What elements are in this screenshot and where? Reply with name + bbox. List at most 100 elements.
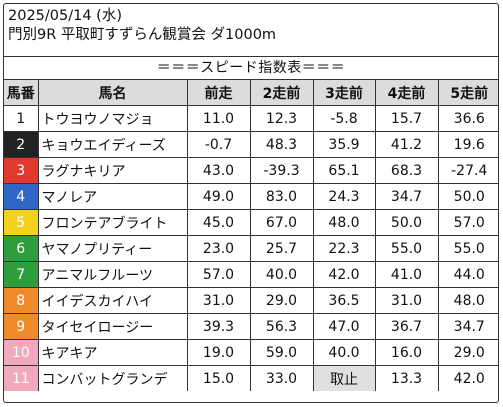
speed-index-cell: 25.7 — [249, 235, 314, 262]
speed-index-cell: 35.9 — [312, 131, 376, 158]
speed-index-cell: 41.0 — [374, 261, 439, 288]
speed-index-cell: 13.3 — [374, 365, 439, 391]
table-row: 4 マノレア 49.0 83.0 24.3 34.7 50.0 — [4, 183, 498, 210]
horse-number-cell: 4 — [4, 183, 39, 210]
speed-index-cell: 16.0 — [374, 339, 439, 366]
speed-index-cell: 12.3 — [249, 105, 314, 132]
speed-index-cell: 41.2 — [374, 131, 439, 158]
speed-index-cell: 59.0 — [249, 339, 314, 366]
speed-index-cell: 36.6 — [437, 105, 498, 132]
speed-index-cell: 55.0 — [374, 235, 439, 262]
speed-index-cell: 50.0 — [437, 183, 498, 210]
speed-index-cell: 57.0 — [437, 209, 498, 236]
horse-number-cell: 11 — [4, 365, 39, 391]
col-4-races-ago-header: 4走前 — [374, 79, 439, 106]
speed-index-cell: 40.0 — [249, 261, 314, 288]
race-header: 2025/05/14 (水) 門別9R 平取町すずらん観賞会 ダ1000m — [4, 7, 498, 45]
speed-index-cell: 34.7 — [437, 313, 498, 340]
table-row: 7 アニマルフルーツ 57.0 40.0 42.0 41.0 44.0 — [4, 261, 498, 288]
speed-index-cell: 29.0 — [249, 287, 314, 314]
horse-number-cell: 6 — [4, 235, 39, 262]
col-2-races-ago-header: 2走前 — [249, 79, 314, 106]
speed-index-cell: 42.0 — [312, 261, 376, 288]
speed-index-cell: -5.8 — [312, 105, 376, 132]
speed-index-cell: 39.3 — [186, 313, 251, 340]
speed-index-cell: 31.0 — [374, 287, 439, 314]
race-date: 2025/05/14 (水) — [8, 8, 122, 24]
horse-name-cell: フロンテアブライト — [37, 209, 188, 236]
speed-index-cell: 40.0 — [312, 339, 376, 366]
horse-name-cell: マノレア — [37, 183, 188, 210]
horse-name-cell: アニマルフルーツ — [37, 261, 188, 288]
col-3-races-ago-header: 3走前 — [312, 79, 376, 106]
horse-number-cell: 2 — [4, 131, 39, 158]
speed-index-cell: 15.7 — [374, 105, 439, 132]
horse-number-cell: 10 — [4, 339, 39, 366]
horse-number-cell: 1 — [4, 105, 39, 132]
race-info: 門別9R 平取町すずらん観賞会 ダ1000m — [8, 27, 277, 43]
table-row: 11 コンバットグランデ 15.0 33.0 取止 13.3 42.0 — [4, 365, 498, 391]
speed-index-cell: 47.0 — [312, 313, 376, 340]
speed-index-panel: 2025/05/14 (水) 門別9R 平取町すずらん観賞会 ダ1000m ＝＝… — [3, 3, 499, 403]
speed-index-cell: 22.3 — [312, 235, 376, 262]
speed-index-cell: 55.0 — [437, 235, 498, 262]
speed-index-cell: -0.7 — [186, 131, 251, 158]
table-row: 9 タイセイロージー 39.3 56.3 47.0 36.7 34.7 — [4, 313, 498, 340]
speed-index-cell: 19.6 — [437, 131, 498, 158]
speed-index-cell: 24.3 — [312, 183, 376, 210]
speed-index-cell: 49.0 — [186, 183, 251, 210]
speed-index-table: 馬番 馬名 前走 2走前 3走前 4走前 5走前 1 トウヨウノマジョ 11.0 12.3 -5.8… — [4, 79, 498, 391]
speed-index-cell: -39.3 — [249, 157, 314, 184]
speed-index-cell: 48.0 — [312, 209, 376, 236]
horse-name-cell: タイセイロージー — [37, 313, 188, 340]
speed-index-cell: 83.0 — [249, 183, 314, 210]
speed-index-cell: 45.0 — [186, 209, 251, 236]
horse-name-cell: キョウエイディーズ — [37, 131, 188, 158]
col-last-race-header: 前走 — [186, 79, 251, 106]
speed-index-cell: 11.0 — [186, 105, 251, 132]
speed-index-cell: 65.1 — [312, 157, 376, 184]
table-row: 3 ラグナキリア 43.0 -39.3 65.1 68.3 -27.4 — [4, 157, 498, 184]
speed-index-cell: 44.0 — [437, 261, 498, 288]
speed-index-cell: 15.0 — [186, 365, 251, 391]
horse-number-cell: 8 — [4, 287, 39, 314]
speed-index-cell: 43.0 — [186, 157, 251, 184]
horse-number-cell: 7 — [4, 261, 39, 288]
speed-index-cell: 23.0 — [186, 235, 251, 262]
speed-index-cell: 33.0 — [249, 365, 314, 391]
horse-number-cell: 3 — [4, 157, 39, 184]
speed-index-cell: 48.3 — [249, 131, 314, 158]
table-header-row: 馬番 馬名 前走 2走前 3走前 4走前 5走前 — [4, 79, 498, 106]
table-row: 2 キョウエイディーズ -0.7 48.3 35.9 41.2 19.6 — [4, 131, 498, 158]
speed-index-cell: 34.7 — [374, 183, 439, 210]
horse-name-cell: ヤマノプリティー — [37, 235, 188, 262]
speed-index-cell: 36.5 — [312, 287, 376, 314]
speed-index-cell: 29.0 — [437, 339, 498, 366]
horse-name-cell: キアキア — [37, 339, 188, 366]
speed-index-cell: 57.0 — [186, 261, 251, 288]
horse-number-cell: 9 — [4, 313, 39, 340]
speed-index-cell: 36.7 — [374, 313, 439, 340]
col-horse-name-header: 馬名 — [37, 79, 188, 106]
horse-name-cell: トウヨウノマジョ — [37, 105, 188, 132]
speed-index-cell: 19.0 — [186, 339, 251, 366]
col-5-races-ago-header: 5走前 — [437, 79, 498, 106]
horse-name-cell: イイデスカイハイ — [37, 287, 188, 314]
speed-index-cell: 68.3 — [374, 157, 439, 184]
speed-index-cell: 50.0 — [374, 209, 439, 236]
horse-name-cell: ラグナキリア — [37, 157, 188, 184]
speed-index-cell: 取止 — [312, 365, 376, 391]
speed-index-cell: 67.0 — [249, 209, 314, 236]
table-title: ＝＝＝スピード指数表＝＝＝ — [4, 56, 498, 79]
table-row: 10 キアキア 19.0 59.0 40.0 16.0 29.0 — [4, 339, 498, 366]
col-horse-number-header: 馬番 — [4, 79, 39, 106]
speed-index-cell: -27.4 — [437, 157, 498, 184]
table-row: 5 フロンテアブライト 45.0 67.0 48.0 50.0 57.0 — [4, 209, 498, 236]
table-row: 1 トウヨウノマジョ 11.0 12.3 -5.8 15.7 36.6 — [4, 105, 498, 132]
table-row: 8 イイデスカイハイ 31.0 29.0 36.5 31.0 48.0 — [4, 287, 498, 314]
speed-index-cell: 48.0 — [437, 287, 498, 314]
speed-index-cell: 31.0 — [186, 287, 251, 314]
horse-name-cell: コンバットグランデ — [37, 365, 188, 391]
horse-number-cell: 5 — [4, 209, 39, 236]
table-row: 6 ヤマノプリティー 23.0 25.7 22.3 55.0 55.0 — [4, 235, 498, 262]
